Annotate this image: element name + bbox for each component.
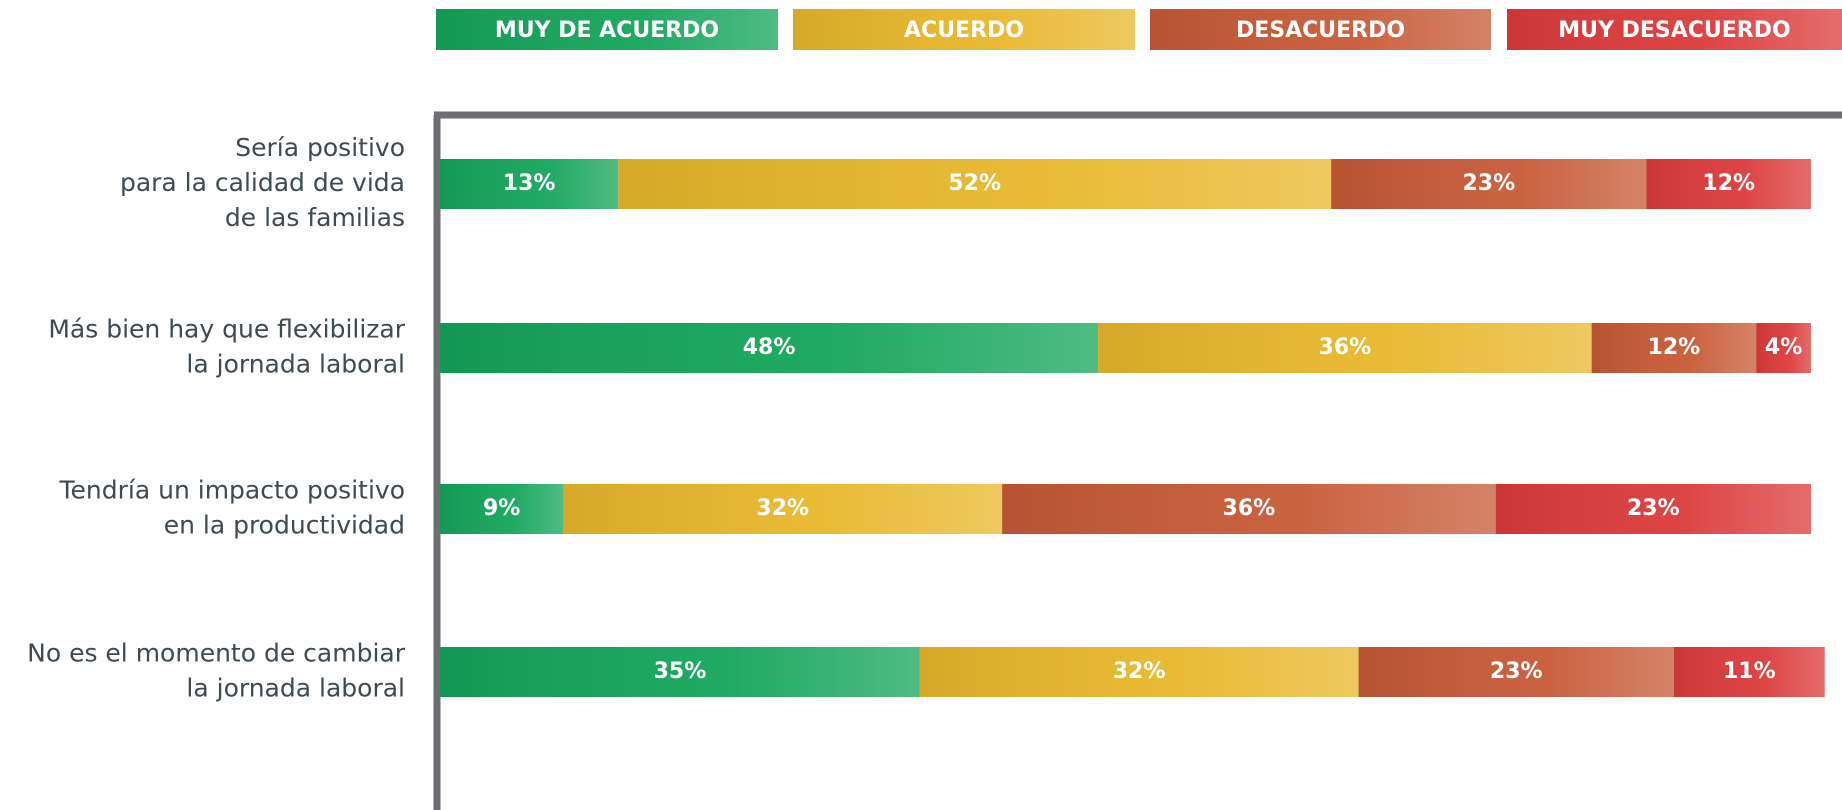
value-label: 32%	[756, 496, 809, 521]
value-label: 23%	[1462, 171, 1515, 196]
legend-label: MUY DE ACUERDO	[495, 18, 719, 43]
legend-sheen	[793, 9, 1135, 50]
category-label: Tendría un impacto positivo	[59, 476, 406, 505]
value-label: 9%	[483, 496, 520, 521]
bar-sheen	[1495, 484, 1811, 534]
value-label: 48%	[743, 335, 796, 360]
value-label: 36%	[1319, 335, 1372, 360]
bar-sheen	[1591, 323, 1757, 373]
value-label: 12%	[1648, 335, 1701, 360]
bar-sheen	[1002, 484, 1496, 534]
value-label: 23%	[1627, 496, 1680, 521]
category-label: en la productividad	[164, 511, 405, 540]
category-label: Sería positivo	[235, 133, 405, 162]
bar-sheen	[1358, 647, 1674, 697]
value-label: 23%	[1490, 659, 1543, 684]
value-label: 13%	[503, 171, 556, 196]
legend-label: ACUERDO	[904, 18, 1024, 43]
bar-sheen	[1646, 159, 1811, 209]
category-label: No es el momento de cambiar	[27, 639, 406, 668]
value-label: 12%	[1702, 171, 1755, 196]
value-label: 4%	[1765, 335, 1802, 360]
legend-label: DESACUERDO	[1236, 18, 1405, 43]
bar-sheen	[618, 159, 1332, 209]
legend-sheen	[1150, 9, 1491, 50]
legend-label: MUY DESACUERDO	[1558, 18, 1790, 43]
legend-sheen	[1507, 9, 1842, 50]
bar-sheen	[440, 647, 920, 697]
bar-sheen	[440, 323, 1099, 373]
category-label: la jornada laboral	[186, 674, 405, 703]
category-label: la jornada laboral	[186, 350, 405, 379]
value-label: 52%	[948, 171, 1001, 196]
value-label: 35%	[654, 659, 707, 684]
value-label: 36%	[1223, 496, 1276, 521]
bar-sheen	[563, 484, 1003, 534]
value-label: 32%	[1113, 659, 1166, 684]
bar-sheen	[440, 159, 619, 209]
value-label: 11%	[1723, 659, 1776, 684]
bar-sheen	[440, 484, 564, 534]
bar-sheen	[919, 647, 1359, 697]
category-label: Más bien hay que flexibilizar	[48, 315, 405, 344]
legend-sheen	[436, 9, 778, 50]
bar-sheen	[1331, 159, 1647, 209]
bar-sheen	[1756, 323, 1811, 373]
category-label: de las familias	[225, 203, 405, 232]
category-label: para la calidad de vida	[120, 168, 405, 197]
bar-sheen	[1098, 323, 1592, 373]
bar-sheen	[1673, 647, 1825, 697]
